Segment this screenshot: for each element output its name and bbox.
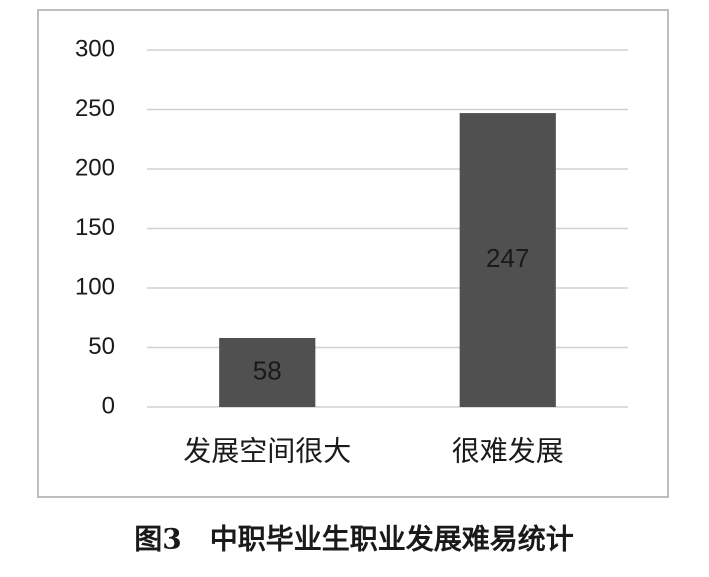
bar	[459, 113, 556, 407]
chart-title: 图3 中职毕业生职业发展难易统计	[134, 523, 573, 556]
y-tick-label: 150	[75, 214, 115, 241]
chart-frame	[37, 9, 669, 498]
y-tick-label: 300	[75, 35, 115, 62]
data-label: 58	[253, 355, 282, 385]
y-tick-label: 0	[102, 392, 115, 419]
y-tick-label: 200	[75, 154, 115, 181]
y-tick-label: 250	[75, 95, 115, 122]
x-tick-label: 发展空间很大	[183, 435, 351, 466]
data-label: 247	[486, 243, 529, 273]
y-tick-label: 100	[75, 273, 115, 300]
bar	[219, 337, 316, 407]
y-tick-label: 50	[88, 333, 115, 360]
x-tick-label: 很难发展	[452, 435, 564, 466]
